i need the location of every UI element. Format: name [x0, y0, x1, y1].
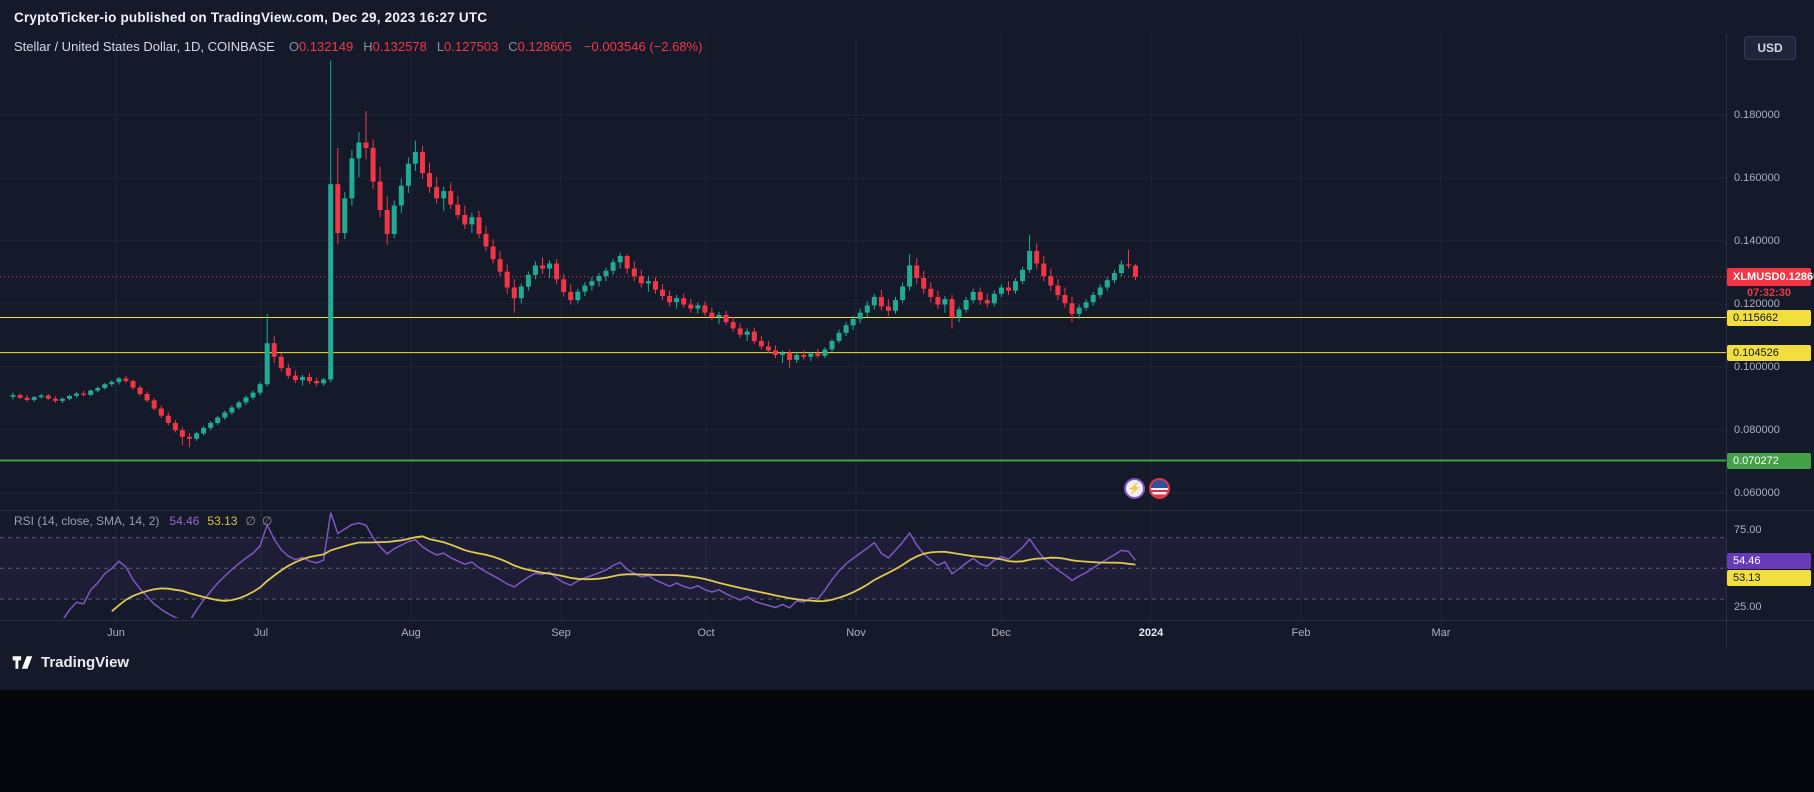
time-tick-label: Nov — [846, 627, 866, 639]
lightning-icon[interactable]: ⚡ — [1124, 478, 1145, 499]
ohlc-high: H0.132578 — [363, 39, 427, 54]
axis-tick-label: 0.060000 — [1734, 486, 1780, 499]
price-chart-canvas[interactable] — [0, 0, 1814, 690]
rsi-legend: RSI (14, close, SMA, 14, 2) 54.46 53.13 … — [14, 514, 278, 528]
axis-tick-label: 0.100000 — [1734, 360, 1780, 373]
us-flag-icon[interactable] — [1149, 478, 1170, 499]
current-price-value: 0.128605 — [1779, 270, 1814, 283]
rsi-indicator-title[interactable]: RSI (14, close, SMA, 14, 2) — [14, 514, 160, 528]
ohlc-close-value: 0.128605 — [517, 39, 572, 54]
tradingview-logo-icon — [12, 656, 33, 669]
ohlc-close-key: C — [508, 39, 518, 54]
rsi-axis-label: 54.46 — [1727, 553, 1811, 570]
level-price-label: 0.070272 — [1727, 452, 1811, 469]
bottom-matte — [0, 690, 1814, 792]
time-tick-label: Jul — [253, 627, 269, 639]
tradingview-wordmark: TradingView — [41, 654, 130, 671]
time-tick-label: Aug — [401, 627, 421, 639]
current-price-symbol: XLMUSD — [1733, 270, 1780, 283]
axis-tick-label: 25.00 — [1734, 600, 1762, 613]
event-markers: ⚡ — [1124, 478, 1170, 499]
rsi-empty-marker: ∅ — [261, 514, 273, 528]
time-axis[interactable]: Jun Jul Aug Sep Oct Nov Dec 2024 Feb Mar — [0, 620, 1726, 648]
banner-text: CryptoTicker-io published on TradingView… — [14, 9, 488, 25]
rsi-sma-axis-label: 53.13 — [1727, 570, 1811, 587]
currency-toggle-button[interactable]: USD — [1744, 36, 1796, 60]
axis-tick-label: 0.080000 — [1734, 423, 1780, 436]
ohlc-change: −0.003546 (−2.68%) — [583, 39, 703, 54]
ohlc-low: L0.127503 — [437, 39, 498, 54]
level-price-label: 0.115662 — [1727, 309, 1811, 326]
ohlc-low-key: L — [436, 39, 445, 54]
time-tick-label: Feb — [1291, 627, 1311, 639]
axis-tick-label: 0.160000 — [1734, 171, 1780, 184]
axis-tick-label: 0.120000 — [1734, 297, 1780, 310]
time-tick-label: Sep — [551, 627, 571, 639]
tradingview-attribution[interactable]: TradingView — [12, 654, 129, 671]
current-price-label: XLMUSD 0.128605 — [1727, 267, 1814, 286]
chart-stage: CryptoTicker-io published on TradingView… — [0, 0, 1814, 690]
rsi-sma-value: 53.13 — [207, 514, 238, 528]
time-tick-label: Mar — [1431, 627, 1451, 639]
rsi-empty-marker: ∅ — [245, 514, 256, 528]
axis-tick-label: 75.00 — [1734, 523, 1762, 536]
ohlc-open-value: 0.132149 — [298, 39, 354, 54]
ohlc-high-key: H — [363, 39, 373, 54]
ohlc-high-value: 0.132578 — [372, 39, 427, 54]
time-tick-label: 2024 — [1138, 627, 1164, 639]
published-banner: CryptoTicker-io published on TradingView… — [0, 0, 1814, 34]
rsi-value: 54.46 — [169, 514, 200, 528]
level-price-label: 0.104526 — [1727, 344, 1811, 361]
symbol-legend: Stellar / United States Dollar, 1D, COIN… — [14, 39, 702, 54]
ohlc-low-value: 0.127503 — [444, 39, 499, 54]
axis-tick-label: 0.140000 — [1734, 234, 1780, 247]
time-tick-label: Jun — [107, 627, 125, 639]
time-tick-label: Dec — [991, 627, 1011, 639]
ohlc-open: O0.132149 — [289, 39, 353, 54]
ohlc-open-key: O — [288, 39, 299, 54]
bar-close-countdown: 07:32:30 — [1746, 286, 1792, 299]
price-axis[interactable]: XLMUSD 0.128605 07:32:30 0.115662 0.1045… — [1726, 34, 1814, 648]
axis-tick-label: 0.180000 — [1734, 108, 1780, 121]
time-tick-label: Oct — [697, 627, 715, 639]
symbol-title[interactable]: Stellar / United States Dollar, 1D, COIN… — [14, 39, 275, 54]
ohlc-close: C0.128605 — [508, 39, 572, 54]
